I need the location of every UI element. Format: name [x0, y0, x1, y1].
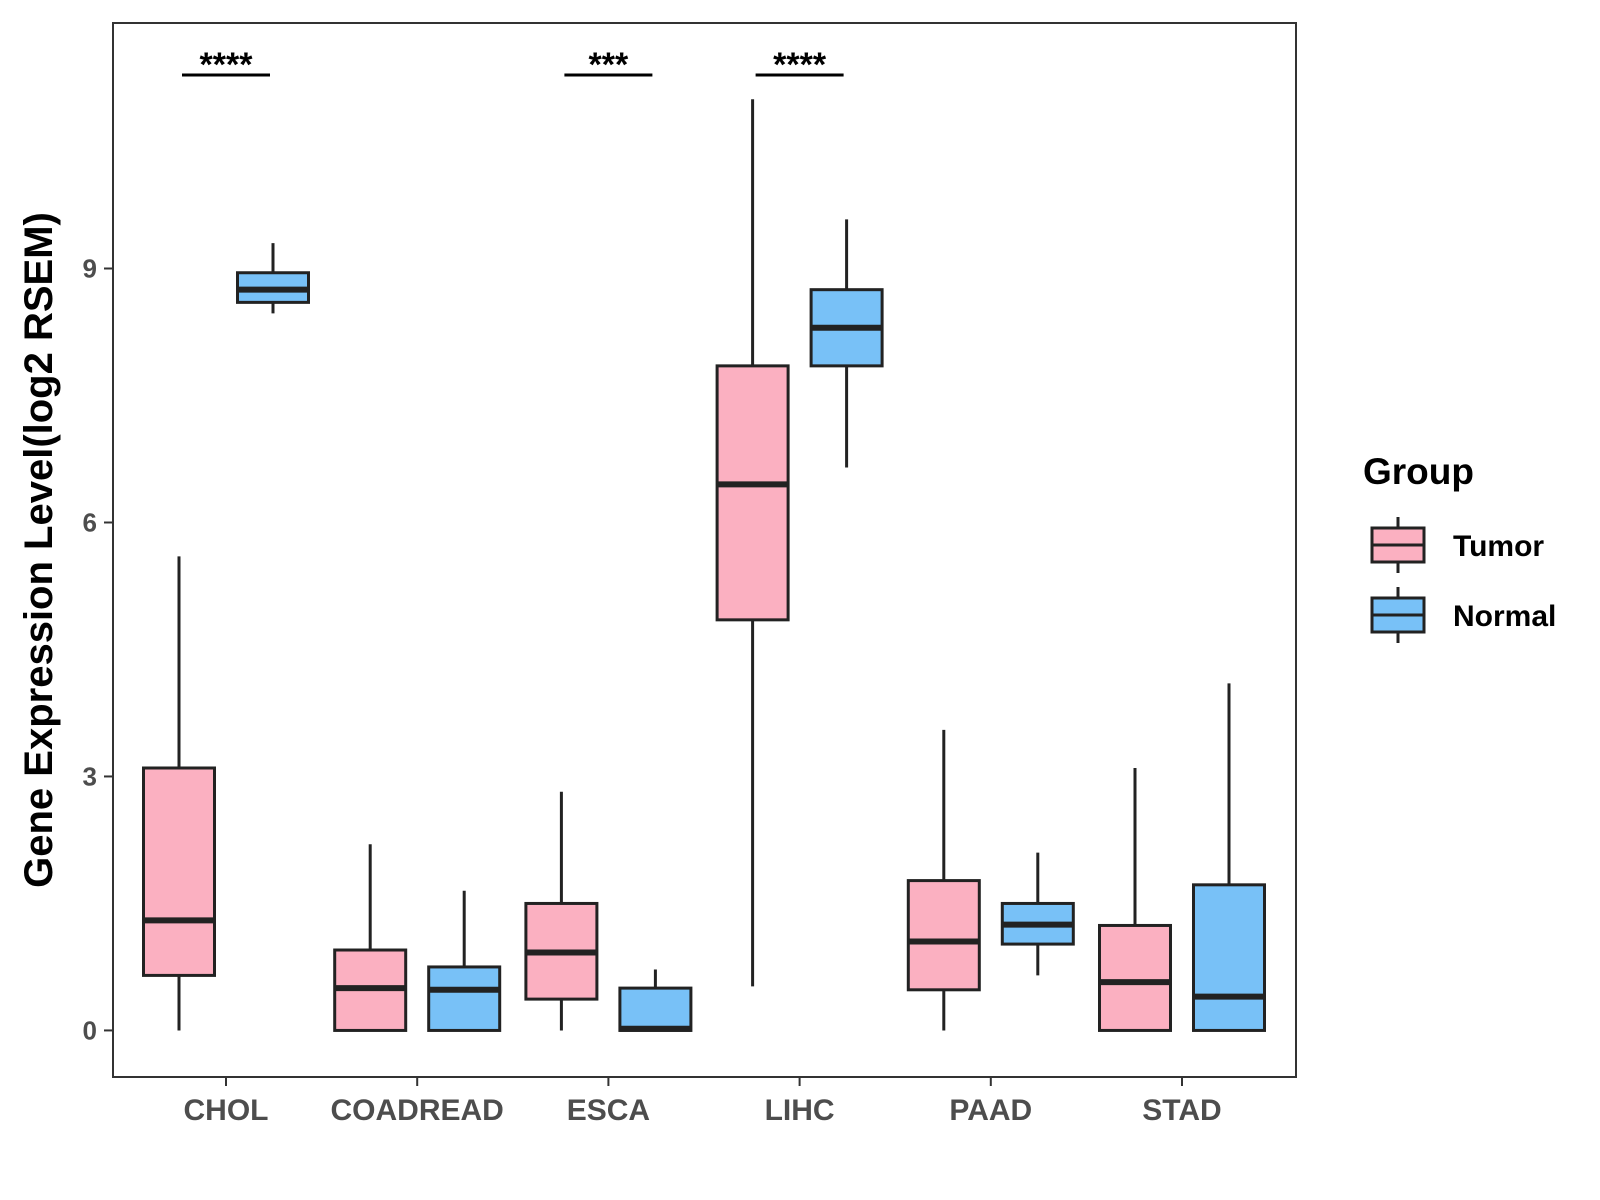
plot-panel: [112, 22, 1297, 1078]
x-tick-label: PAAD: [949, 1094, 1032, 1127]
box-tumor-stad: [1098, 767, 1172, 1032]
y-axis-title: Gene Expression Level(log2 RSEM): [17, 212, 61, 888]
x-tick-label: LIHC: [765, 1094, 835, 1127]
box-normal-chol: [236, 243, 310, 314]
y-tick-label: 9: [83, 254, 97, 284]
box: [1192, 883, 1266, 1032]
x-axis: CHOL COADREAD ESCA LIHC PAAD STAD: [184, 1077, 1222, 1127]
legend: Group Tumor Normal: [1363, 451, 1556, 643]
legend-label: Tumor: [1453, 530, 1544, 563]
x-tick-label: COADREAD: [331, 1094, 504, 1127]
box-normal-lihc: [809, 219, 884, 468]
box-series: [142, 99, 1266, 1032]
x-tick-label: CHOL: [184, 1094, 269, 1127]
box-tumor-coadread: [333, 844, 408, 1032]
y-tick-label: 0: [83, 1015, 97, 1045]
box-normal-paad: [1000, 852, 1075, 976]
y-tick-label: 6: [83, 507, 97, 537]
box-tumor-paad: [906, 729, 981, 1031]
significance-annotations: **** *** ****: [182, 46, 844, 84]
box: [1098, 923, 1172, 1032]
box-tumor-chol: [142, 556, 216, 1031]
x-tick-label: STAD: [1142, 1094, 1221, 1127]
significance-label: ***: [589, 46, 629, 84]
legend-title: Group: [1363, 451, 1474, 492]
box: [427, 965, 502, 1032]
box: [715, 364, 790, 622]
box-tumor-esca: [524, 791, 599, 1031]
significance-label: ****: [773, 46, 827, 84]
x-tick-label: ESCA: [567, 1094, 650, 1127]
legend-entry-tumor: Tumor: [1370, 517, 1544, 573]
box-normal-coadread: [427, 890, 502, 1032]
box: [906, 879, 981, 992]
legend-entry-normal: Normal: [1370, 587, 1556, 643]
box-normal-stad: [1192, 683, 1266, 1032]
box-tumor-lihc: [715, 99, 790, 987]
box: [618, 986, 693, 1032]
y-axis: 0 3 6 9: [83, 254, 113, 1045]
significance-label: ****: [200, 46, 254, 84]
legend-label: Normal: [1453, 600, 1556, 633]
box: [142, 766, 216, 977]
y-tick-label: 3: [83, 761, 97, 791]
box-normal-esca: [618, 969, 693, 1032]
